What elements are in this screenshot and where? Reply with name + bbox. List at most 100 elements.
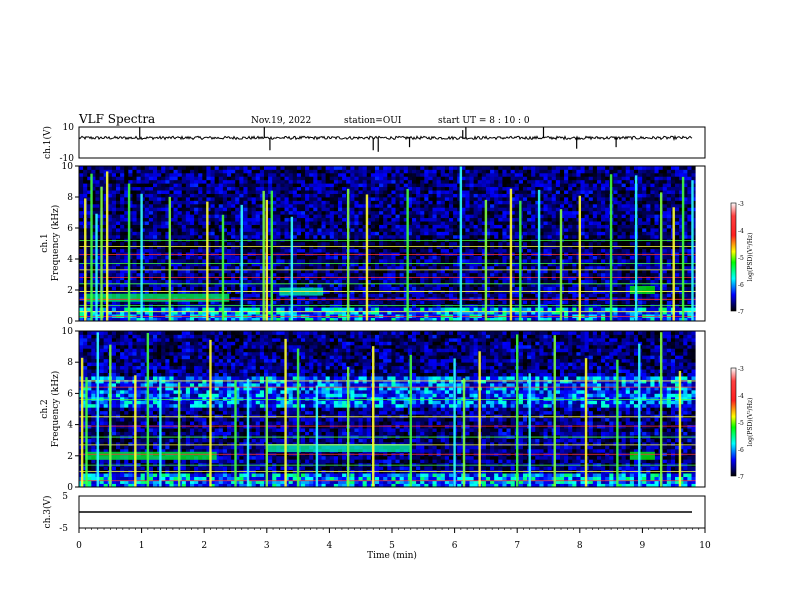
ch1-spectrogram-cell (251, 231, 257, 236)
ch1-spectrogram-cell (255, 276, 261, 281)
ch1-spectrogram-cell (436, 245, 442, 250)
ch1-spectrogram-cell (214, 224, 220, 229)
ch1-spectrogram-cell (103, 179, 109, 184)
ch1-spectrogram-cell (333, 203, 339, 208)
ch1-spectrogram-cell (498, 186, 503, 191)
ch1-spectrogram-cell (424, 214, 429, 219)
ch1-spectrogram-cell (218, 262, 224, 267)
ch1-spectrogram-cell (235, 283, 240, 287)
ch1-spectrogram-cell (313, 228, 318, 232)
ch1-spectrogram-cell (259, 228, 265, 232)
ch1-spectrogram-cell (333, 166, 339, 170)
ch1-spectrogram-cell (120, 207, 125, 212)
ch1-spectrogram-cell (444, 283, 450, 287)
ch1-spectrogram-cell (165, 300, 170, 305)
ch1-spectrogram-cell (222, 203, 228, 208)
ch1-spectrogram-cell (165, 307, 170, 312)
ch1-spectrogram-cell (300, 203, 306, 208)
ch1-spectrogram-cell (403, 300, 409, 305)
ch1-spectrogram-cell (510, 283, 516, 287)
ch1-spectrogram-cell (440, 310, 446, 315)
ch1-spectrogram-cell (111, 234, 117, 239)
ch1-spectrogram-cell (403, 172, 409, 177)
ch1-spectrogram-cell (337, 169, 343, 174)
ch1-spectrogram-cell (189, 283, 195, 287)
ch1-spectrogram-cell (79, 183, 84, 188)
ch1-spectrogram-cell (128, 231, 133, 236)
ch1-spectrogram-cell (428, 197, 433, 201)
ch1-spectrogram-cell (502, 169, 507, 174)
ch1-spectrogram-cell (161, 234, 166, 239)
ch1-spectrogram-cell (288, 166, 294, 170)
ch1-spectrogram-cell (317, 241, 322, 246)
ch1-spectrogram-cell (116, 248, 121, 253)
ch1-spectrogram-cell (420, 217, 425, 222)
ch1-spectrogram-cell (333, 276, 339, 281)
ch1-spectrogram-cell (300, 296, 306, 301)
ch1-spectrogram-cell (477, 197, 483, 201)
ch1-spectrogram-cell (177, 166, 183, 170)
ch1-spectrogram-cell (140, 190, 146, 194)
ch1-spectrogram-cell (272, 286, 277, 291)
ch1-spectrogram-cell (506, 169, 512, 174)
ch1-spectrogram-cell (518, 183, 524, 188)
ch1-spectrogram-cell (502, 234, 507, 239)
ch1-spectrogram-cell (235, 190, 240, 194)
ch1-spectrogram-cell (161, 255, 166, 260)
ch1-spectrogram-cell (313, 176, 318, 181)
ch1-spectrogram-cell (198, 234, 203, 239)
ch1-spectrogram-cell (522, 203, 528, 208)
ch1-spectrogram-cell (91, 307, 96, 312)
ch1-spectrogram-cell (140, 241, 146, 246)
ch1-spectrogram-cell (325, 279, 331, 284)
ch1-spectrogram-cell (403, 234, 409, 239)
ch1-spectrogram-cell (424, 279, 429, 284)
ch1-spectrogram-cell (494, 293, 499, 298)
ch1-waveform-panel: 10 -10 ch.1(V) (42, 123, 706, 164)
ch1-spectrogram-cell (321, 210, 327, 215)
ch1-spectrogram-cell (522, 179, 528, 184)
ch1-spectrogram-cell (502, 197, 507, 201)
ch1-spectrogram-cell (218, 241, 224, 246)
ch1-spectrogram-cell (424, 166, 429, 170)
ch1-spectrogram-cell (120, 176, 125, 181)
ch1-spectrogram-cell (346, 169, 351, 174)
ch1-spectrogram-cell (424, 241, 429, 246)
ch1-spectrogram-cell (210, 169, 216, 174)
ch1-spectrogram-cell (337, 262, 343, 267)
ch1-spectrogram-cell (428, 276, 433, 281)
ch1-spectrogram-cell (374, 262, 380, 267)
ch1-spectrogram-cell (469, 272, 475, 277)
ch1-spectrogram-cell (387, 248, 392, 253)
ch1-spectrogram-cell (185, 183, 191, 188)
ch1-spectrogram-cell (416, 276, 421, 281)
ch1-spectrogram-cell (251, 269, 257, 274)
ch1-spectrogram-cell (169, 286, 174, 291)
ch1-spectrogram-cell (132, 245, 137, 250)
ch1-spectrogram-cell (247, 265, 253, 270)
ch1-spectrogram-cell (461, 207, 466, 212)
ch1-spectrogram-cell (185, 234, 191, 239)
ch1-spectrogram-cell (95, 179, 100, 184)
ch1-spectrogram-cell (527, 279, 532, 284)
ch1-spectrogram-cell (120, 276, 125, 281)
ch1-spectrogram-cell (189, 179, 195, 184)
ch1-spectrogram-cell (300, 228, 306, 232)
ch1-spectrogram-cell (210, 255, 216, 260)
ch1-spectrogram-cell (465, 259, 470, 263)
ch1-spectrogram-cell (239, 190, 244, 194)
ch1-spectrogram-cell (169, 317, 174, 322)
ch1-spectrogram-cell (465, 193, 470, 198)
ch1-spectrogram-cell (325, 276, 331, 281)
ch1-spectrogram-cell (399, 210, 405, 215)
ch1-spectrogram-cell (424, 286, 429, 291)
ch1-spectrogram-cell (494, 300, 499, 305)
ch1-spectrogram-cell (527, 172, 532, 177)
ch1-spectrogram-cell (107, 207, 113, 212)
ch1-spectrogram-cell (136, 262, 142, 267)
ch1-spectrogram-cell (120, 210, 125, 215)
ch1-spectrogram-cell (461, 265, 466, 270)
ch1-spectrogram-cell (292, 197, 298, 201)
ch1-spectrogram-cell (342, 276, 347, 281)
ch1-spectrogram-cell (222, 307, 228, 312)
